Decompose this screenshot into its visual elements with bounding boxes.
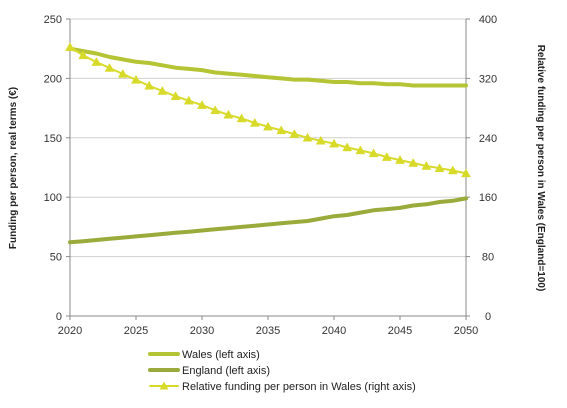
series-2-point-24 xyxy=(381,152,392,161)
series-line-1 xyxy=(68,196,468,245)
series xyxy=(65,42,471,245)
series-2-point-23 xyxy=(368,148,379,158)
series-2-point-27 xyxy=(421,161,432,170)
series-2-point-3 xyxy=(104,62,115,72)
legend-label-1: England (left axis) xyxy=(182,365,270,377)
gridlines xyxy=(70,18,466,317)
series-2-point-1 xyxy=(78,50,89,60)
series-line-0 xyxy=(68,46,468,88)
series-2-point-0 xyxy=(65,42,75,51)
series-2-point-15 xyxy=(263,121,273,131)
series-2-point-28 xyxy=(434,163,445,172)
series-2-point-13 xyxy=(236,113,247,123)
series-line-2 xyxy=(69,46,467,175)
legend-label-0: Wales (left axis) xyxy=(182,349,260,361)
y-left-tick-label-3: 150 xyxy=(44,133,62,145)
x-tick-label-4: 2040 xyxy=(322,325,346,337)
series-2-point-11 xyxy=(210,105,221,115)
y-left-tick-label-4: 200 xyxy=(44,73,62,85)
series-2-point-29 xyxy=(447,165,458,175)
series-2-point-21 xyxy=(342,142,353,152)
series-2-point-12 xyxy=(223,109,234,119)
y-axis-right-title: Relative funding per person in Wales (En… xyxy=(535,45,546,292)
y-right-tick-label-5: 400 xyxy=(479,14,497,26)
series-2-point-4 xyxy=(117,68,128,78)
x-tick-label-1: 2025 xyxy=(124,325,148,337)
y-right-tick-label-4: 320 xyxy=(479,73,497,85)
legend: Wales (left axis) England (left axis) Rela… xyxy=(148,349,416,393)
x-tick-label-6: 2050 xyxy=(454,325,478,337)
y-left-tick-label-5: 250 xyxy=(44,14,62,26)
y-right-tick-label-3: 240 xyxy=(479,133,497,145)
x-tick-label-5: 2045 xyxy=(388,325,412,337)
tick-labels: 0 50 100 150 200 250 0 80 160 240 320 400 2020 2025 20… xyxy=(44,14,498,337)
series-2-point-20 xyxy=(329,138,339,148)
y-axis-left-title: Funding per person, real terms (€) xyxy=(8,87,19,249)
series-2-point-16 xyxy=(276,125,287,135)
series-2-point-19 xyxy=(315,135,326,145)
x-tick-label-3: 2035 xyxy=(256,325,280,337)
y-left-tick-label-1: 50 xyxy=(50,252,62,264)
legend-marker-2 xyxy=(159,381,169,390)
y-right-tick-label-0: 0 xyxy=(485,311,491,323)
series-2-point-22 xyxy=(355,145,366,155)
y-left-tick-label-2: 100 xyxy=(44,192,62,204)
series-2-point-5 xyxy=(131,74,141,84)
series-2-point-8 xyxy=(170,91,181,100)
series-2-point-10 xyxy=(197,100,207,109)
series-2-point-18 xyxy=(302,132,313,142)
y-left-tick-label-0: 0 xyxy=(56,311,62,323)
series-2-point-14 xyxy=(249,117,260,127)
series-2-point-30 xyxy=(461,168,471,178)
series-2-point-7 xyxy=(157,86,168,95)
axes xyxy=(66,18,470,320)
series-2-point-9 xyxy=(183,95,194,105)
series-2-point-17 xyxy=(289,129,300,138)
x-tick-label-0: 2020 xyxy=(58,325,82,337)
series-2-point-2 xyxy=(91,57,102,66)
x-tick-label-2: 2030 xyxy=(190,325,214,337)
y-right-tick-label-2: 160 xyxy=(479,192,497,204)
series-2-point-6 xyxy=(144,80,155,90)
y-right-tick-label-1: 80 xyxy=(482,252,494,264)
legend-label-2: Relative funding per person in Wales (ri… xyxy=(182,381,416,393)
series-2-point-25 xyxy=(395,155,405,164)
series-2-point-26 xyxy=(408,158,419,167)
